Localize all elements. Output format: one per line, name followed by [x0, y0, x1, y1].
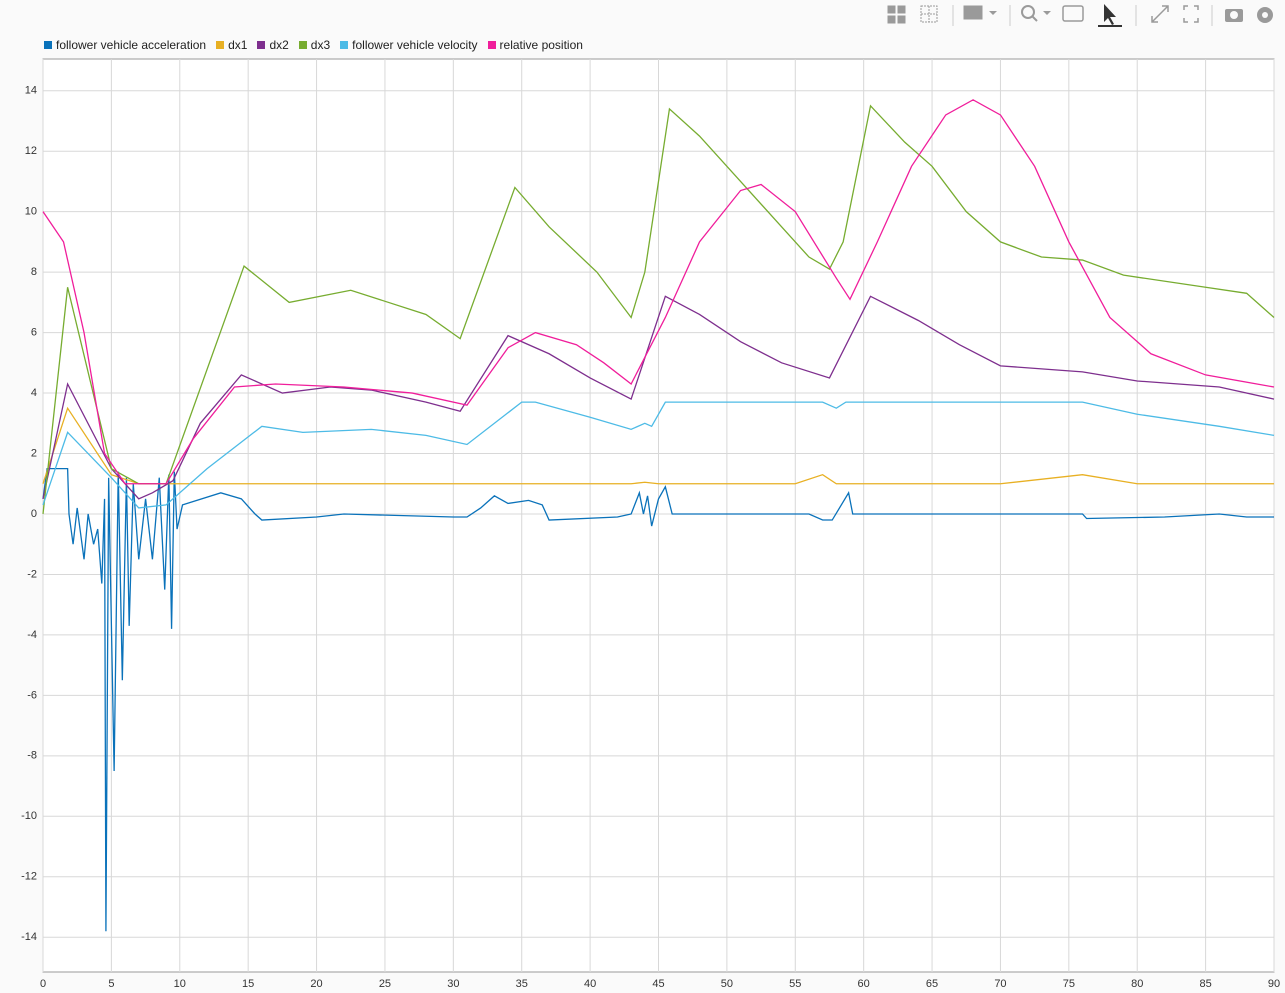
settings-button[interactable] [1257, 7, 1273, 23]
y-tick-label: 2 [31, 447, 37, 459]
legend-label: dx1 [228, 38, 248, 52]
legend-item[interactable]: dx2 [257, 38, 289, 52]
y-tick-label: 10 [25, 206, 37, 218]
x-tick-label: 25 [379, 978, 391, 990]
series-line [42, 467, 1274, 932]
legend-label: follower vehicle acceleration [56, 38, 207, 52]
x-tick-label: 20 [310, 978, 322, 990]
x-tick-label: 60 [858, 978, 870, 990]
y-tick-label: 8 [31, 266, 37, 278]
legend-item[interactable]: follower vehicle velocity [340, 38, 478, 52]
y-tick-label: -4 [27, 629, 37, 641]
legend-item[interactable]: follower vehicle acceleration [44, 38, 206, 52]
legend-label: dx2 [269, 38, 289, 52]
grid-button[interactable] [920, 5, 938, 23]
y-tick-label: -2 [27, 568, 37, 580]
y-tick-label: -14 [21, 931, 37, 943]
legend-swatch [340, 41, 349, 49]
series-line [42, 104, 1275, 515]
x-tick-label: 10 [174, 978, 186, 990]
x-tick-label: 0 [40, 978, 46, 990]
y-tick-label: -10 [21, 810, 37, 822]
legend-swatch [44, 41, 52, 49]
series-line [42, 99, 1275, 485]
legend-swatch [216, 41, 225, 49]
y-tick-label: 0 [31, 508, 37, 520]
series-line [42, 295, 1275, 500]
x-tick-label: 15 [242, 978, 254, 990]
legend-item[interactable]: dx3 [298, 38, 331, 52]
x-tick-label: 30 [447, 978, 459, 990]
y-tick-label: 12 [25, 145, 37, 157]
y-tick-label: 14 [25, 85, 37, 97]
fullscreen-button[interactable] [1183, 5, 1199, 23]
x-tick-label: 55 [789, 978, 801, 990]
x-tick-label: 85 [1199, 978, 1211, 990]
x-tick-label: 40 [584, 978, 596, 990]
legend-swatch [487, 41, 496, 49]
series-line [42, 401, 1275, 509]
legend-item[interactable]: dx1 [216, 38, 247, 52]
x-tick-label: 35 [516, 978, 528, 990]
cursor-button[interactable] [1098, 4, 1122, 27]
snapshot-button[interactable] [1225, 9, 1243, 22]
zoom-button[interactable] [1021, 5, 1051, 22]
legend: follower vehicle acceleration dx1 dx2 dx3 fo… [44, 38, 583, 52]
y-tick-label: -12 [21, 871, 37, 883]
fit-button[interactable] [1062, 5, 1084, 22]
toolbar [887, 4, 1273, 27]
legend-item[interactable]: relative position [487, 38, 583, 52]
y-tick-label: -8 [27, 750, 37, 762]
legend-label: dx3 [310, 38, 331, 52]
x-tick-label: 50 [721, 978, 733, 990]
x-tick-label: 45 [652, 978, 664, 990]
x-tick-label: 70 [994, 978, 1006, 990]
x-tick-label: 90 [1268, 978, 1280, 990]
expand-button[interactable] [1151, 5, 1169, 23]
x-tick-label: 5 [108, 978, 114, 990]
legend-label: follower vehicle velocity [352, 38, 478, 52]
y-tick-label: -6 [27, 689, 37, 701]
legend-label: relative position [499, 38, 583, 52]
style-button[interactable] [963, 5, 997, 20]
legend-swatch [257, 41, 266, 49]
legend-swatch [298, 41, 307, 49]
y-tick-label: 6 [31, 327, 37, 339]
layout-button[interactable] [887, 5, 906, 24]
x-tick-label: 65 [926, 978, 938, 990]
x-tick-label: 80 [1131, 978, 1143, 990]
y-tick-label: 4 [31, 387, 37, 399]
x-tick-label: 75 [1063, 978, 1075, 990]
